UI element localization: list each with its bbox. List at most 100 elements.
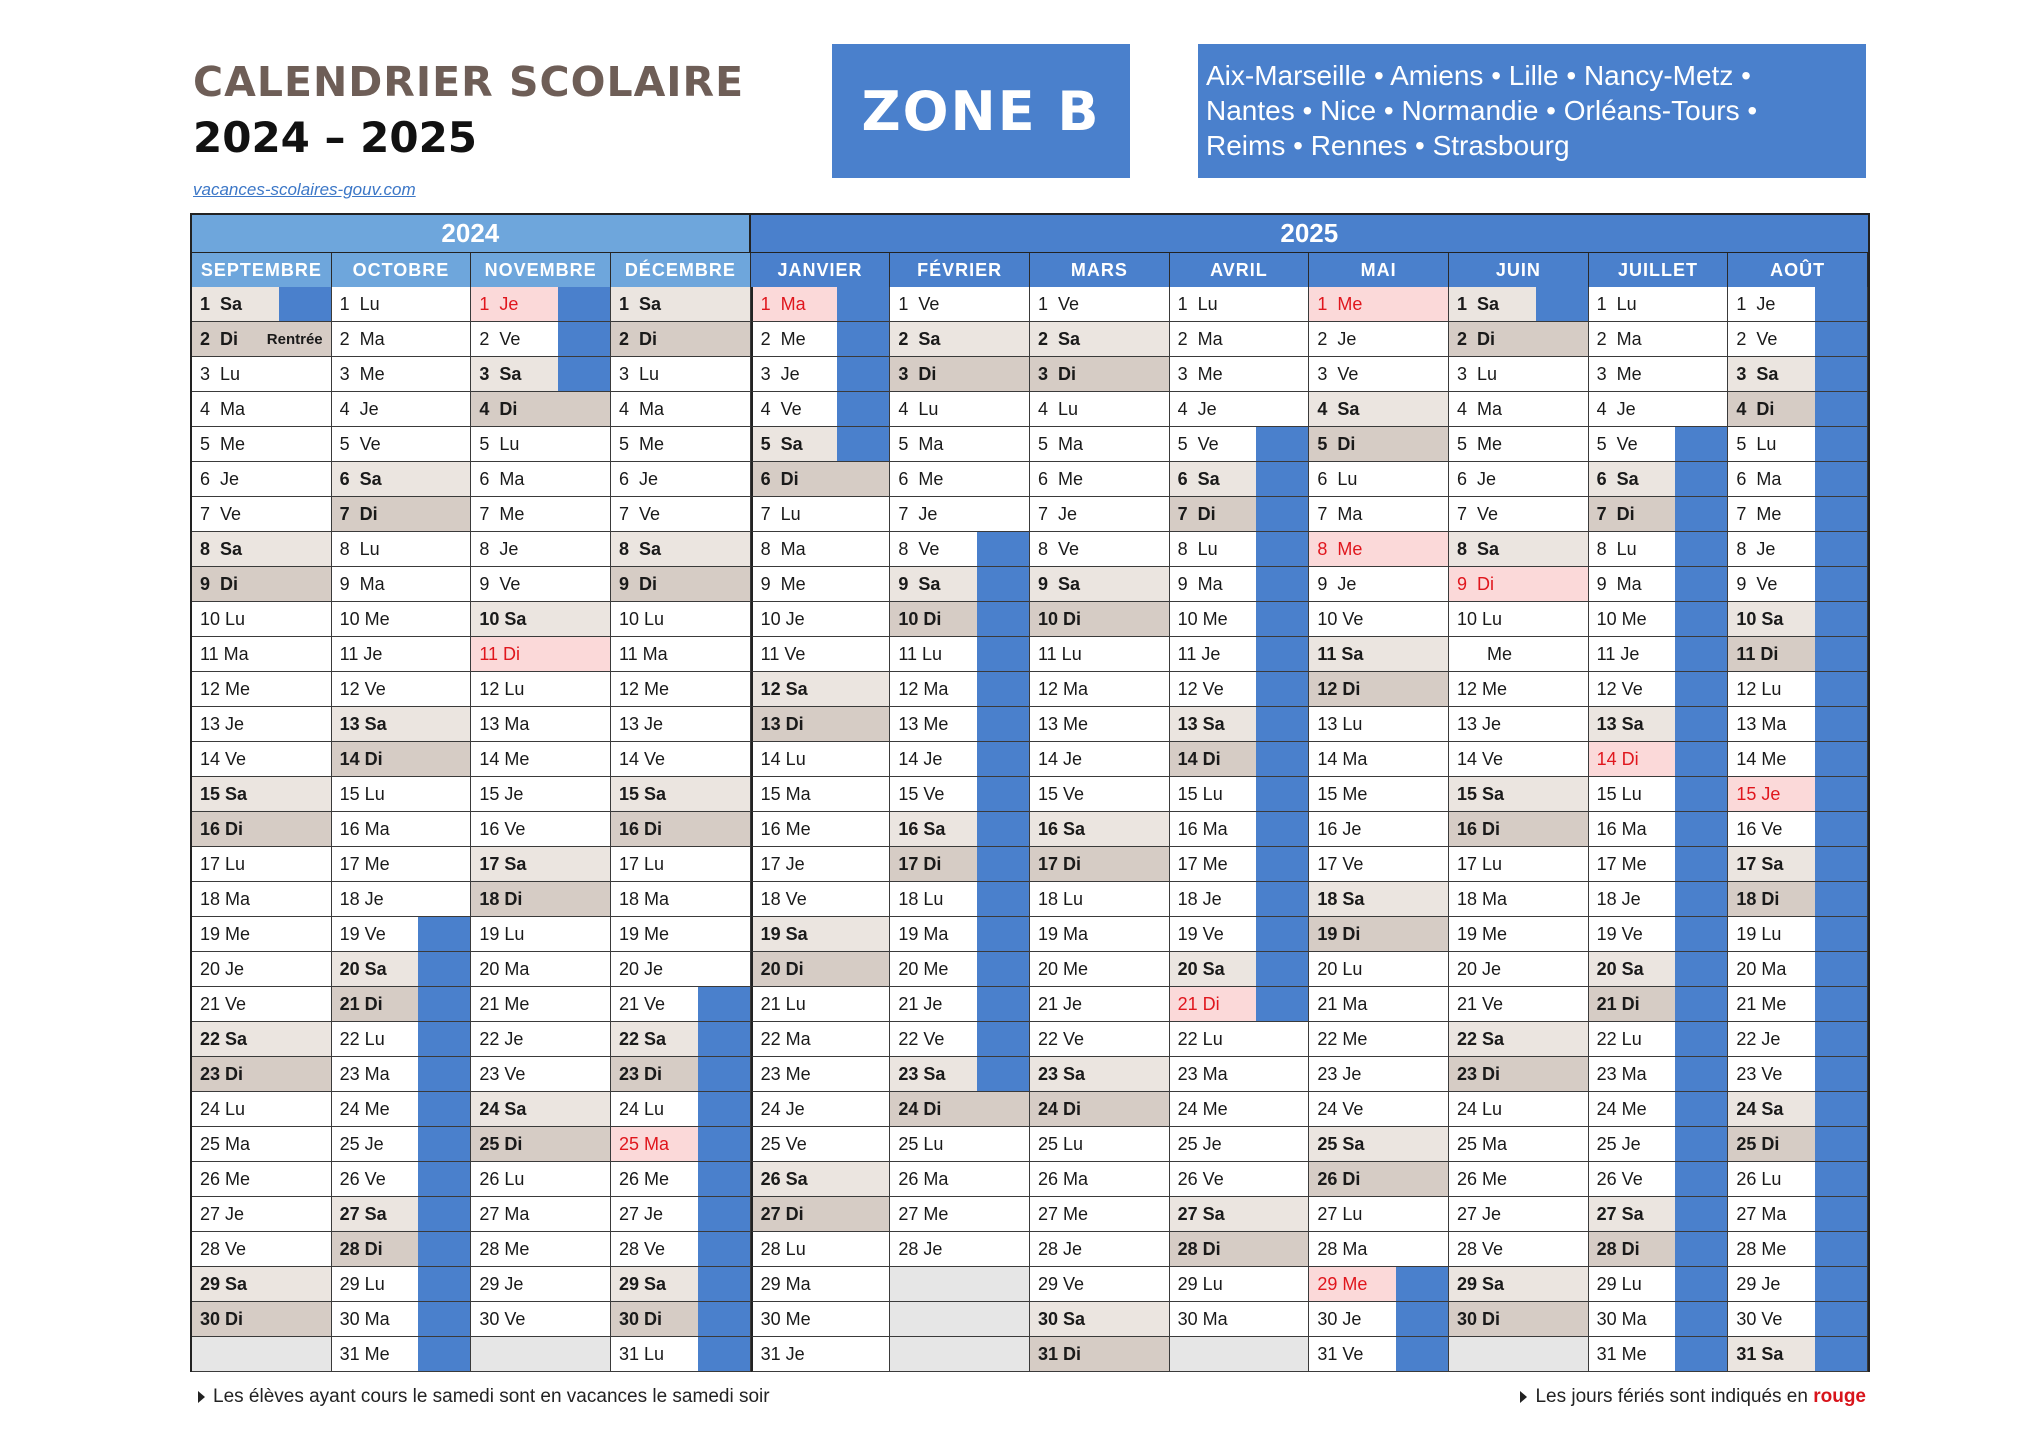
day-cell: 24 Je bbox=[750, 1092, 891, 1127]
day-cell: 14 Je bbox=[890, 742, 1030, 777]
day-label: 2 Ma bbox=[339, 328, 385, 349]
day-label: 9 Di bbox=[1457, 573, 1495, 594]
day-label: 5 Ma bbox=[1038, 433, 1084, 454]
day-cell: 15 Lu bbox=[1169, 777, 1310, 812]
day-cell: 14 Je bbox=[1030, 742, 1170, 777]
day-cell: 21 Di bbox=[331, 987, 472, 1022]
day-label: 10 Je bbox=[760, 608, 805, 629]
day-cell: 22 Lu bbox=[1588, 1022, 1729, 1057]
vacation-marker bbox=[1675, 427, 1728, 461]
day-label: 27 Ma bbox=[479, 1203, 530, 1224]
day-cell: 4 Lu bbox=[890, 392, 1030, 427]
site-link[interactable]: vacances-scolaires-gouv.com bbox=[193, 180, 416, 199]
day-label: 3 Di bbox=[898, 363, 937, 384]
day-label: 13 Je bbox=[619, 713, 664, 734]
day-cell: 11 Di bbox=[471, 637, 611, 672]
day-cell: 19 Di bbox=[1309, 917, 1449, 952]
day-cell: 12 Lu bbox=[1728, 672, 1868, 707]
day-label: 14 Ma bbox=[1317, 748, 1368, 769]
day-cell: 27 Sa bbox=[1169, 1197, 1310, 1232]
day-cell: 6 Sa bbox=[1588, 462, 1729, 497]
day-cell: 21 Di bbox=[1169, 987, 1310, 1022]
day-label: 4 Di bbox=[1736, 398, 1775, 419]
day-label: 6 Sa bbox=[1596, 468, 1639, 489]
day-cell: 16 Di bbox=[192, 812, 332, 847]
day-cell: 3 Di bbox=[1030, 357, 1170, 392]
day-cell: 25 Ma bbox=[611, 1127, 751, 1162]
title-line1: CALENDRIER SCOLAIRE bbox=[193, 58, 745, 106]
day-cell: 27 Di bbox=[750, 1197, 891, 1232]
day-label: 22 Sa bbox=[1457, 1028, 1505, 1049]
vacation-marker bbox=[1675, 1267, 1728, 1301]
day-cell: 15 Me bbox=[1309, 777, 1449, 812]
day-cell: 13 Je bbox=[611, 707, 751, 742]
day-cell: 14 Di bbox=[1169, 742, 1310, 777]
day-label: 22 Je bbox=[479, 1028, 524, 1049]
day-cell: 1 Sa bbox=[1449, 287, 1589, 322]
day-cell: 31 Me bbox=[1588, 1337, 1729, 1372]
day-label: 16 Sa bbox=[898, 818, 946, 839]
day-label: 20 Je bbox=[200, 958, 245, 979]
day-cell: 9 Di bbox=[611, 567, 751, 602]
vacation-marker bbox=[976, 742, 1029, 776]
day-cell: 2 Ma bbox=[1169, 322, 1310, 357]
vacation-marker bbox=[1814, 812, 1867, 846]
vacation-marker bbox=[1675, 882, 1728, 916]
day-label: 23 Sa bbox=[1038, 1063, 1086, 1084]
day-cell: 20 Je bbox=[192, 952, 332, 987]
day-cell: 5 Di bbox=[1309, 427, 1449, 462]
vacation-marker bbox=[1675, 602, 1728, 636]
day-cell: 29 Sa bbox=[1449, 1267, 1589, 1302]
vacation-marker bbox=[976, 1057, 1029, 1091]
day-label: 30 Me bbox=[760, 1308, 811, 1329]
day-label: 8 Ma bbox=[760, 538, 806, 559]
day-label: 21 Ve bbox=[1457, 993, 1504, 1014]
day-cell: 17 Je bbox=[750, 847, 891, 882]
day-label: 10 Di bbox=[898, 608, 942, 629]
day-label: 16 Ve bbox=[479, 818, 526, 839]
day-label: 1 Ve bbox=[898, 293, 940, 314]
day-label: 29 Lu bbox=[1177, 1273, 1223, 1294]
day-cell: 3 Lu bbox=[611, 357, 751, 392]
day-cell: 20 Lu bbox=[1309, 952, 1449, 987]
day-cell: 20 Ma bbox=[1728, 952, 1868, 987]
day-cell: 26 Me bbox=[192, 1162, 332, 1197]
day-label: 29 Lu bbox=[1596, 1273, 1642, 1294]
day-label: 8 Sa bbox=[1457, 538, 1500, 559]
day-label: 26 Ma bbox=[1038, 1168, 1089, 1189]
day-label: 10 Me bbox=[1596, 608, 1647, 629]
day-label: 5 Ve bbox=[1596, 433, 1638, 454]
day-label: 22 Sa bbox=[200, 1028, 248, 1049]
day-cell: 18 Lu bbox=[890, 882, 1030, 917]
day-cell: 1 Lu bbox=[1169, 287, 1310, 322]
day-cell: 29 Ma bbox=[750, 1267, 891, 1302]
day-label: 31 Sa bbox=[1736, 1343, 1784, 1364]
vacation-marker bbox=[1256, 532, 1309, 566]
day-label: 8 Je bbox=[1736, 538, 1776, 559]
day-cell: 21 Me bbox=[1728, 987, 1868, 1022]
day-label: 23 Ma bbox=[339, 1063, 390, 1084]
day-cell: 7 Me bbox=[471, 497, 611, 532]
day-cell: 8 Lu bbox=[1169, 532, 1310, 567]
day-cell: 11 Ve bbox=[750, 637, 891, 672]
academies-line3: Reims • Rennes • Strasbourg bbox=[1206, 130, 1570, 161]
day-cell: 3 Di bbox=[890, 357, 1030, 392]
day-cell: 10 Me bbox=[1169, 602, 1310, 637]
day-label: 14 Je bbox=[1038, 748, 1083, 769]
day-label: 13 Me bbox=[898, 713, 949, 734]
day-label: 25 Lu bbox=[898, 1133, 944, 1154]
day-cell: 16 Ma bbox=[1588, 812, 1729, 847]
day-label: 9 Ve bbox=[479, 573, 521, 594]
day-label: 30 Di bbox=[1457, 1308, 1501, 1329]
day-label: 30 Ve bbox=[479, 1308, 526, 1329]
day-label: 11 Di bbox=[479, 643, 521, 664]
day-cell: 22 Sa bbox=[192, 1022, 332, 1057]
day-label: 18 Ma bbox=[1457, 888, 1508, 909]
vacation-marker bbox=[1675, 777, 1728, 811]
day-label: 9 Di bbox=[200, 573, 239, 594]
day-cell: 1 Ma bbox=[750, 287, 891, 322]
day-cell: 28 Di bbox=[1169, 1232, 1310, 1267]
empty-day-cell bbox=[471, 1337, 611, 1372]
footer-note-holidays: Les jours fériés sont indiqués en rouge bbox=[1520, 1386, 1866, 1408]
day-cell: 28 Me bbox=[471, 1232, 611, 1267]
